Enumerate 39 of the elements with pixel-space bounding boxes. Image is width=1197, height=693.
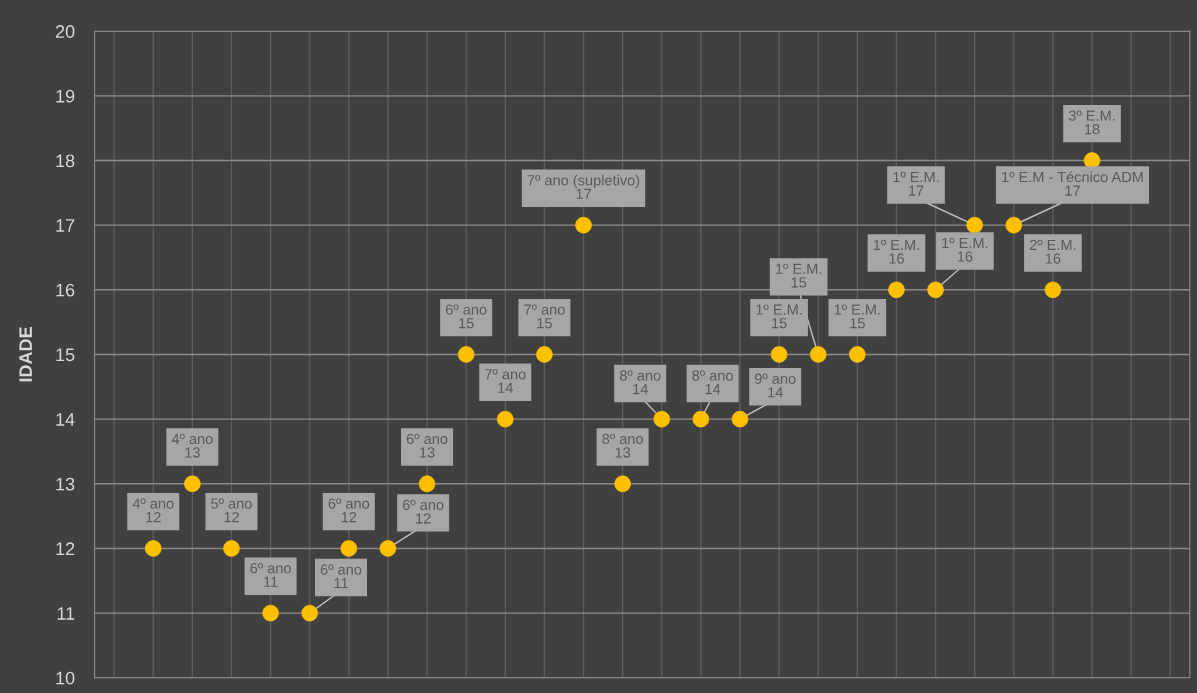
data-label: 1º E.M. 15	[834, 304, 880, 329]
data-label: 6º ano 13	[406, 433, 448, 458]
data-label: 1º E.M. 15	[756, 304, 802, 329]
data-label: 6º ano 12	[402, 499, 444, 524]
data-label: 9º ano 14	[754, 373, 796, 398]
data-label: 7º ano 14	[485, 369, 526, 393]
y-tick-label: 17	[56, 219, 75, 232]
data-label: 5º ano 12	[211, 498, 252, 523]
y-tick-label: 12	[56, 542, 75, 555]
data-label: 1º E.M. 17	[893, 171, 939, 196]
point	[379, 540, 397, 557]
data-label: 1º E.M - Técnico ADM 17	[1002, 171, 1143, 196]
data-label: 2º E.M. 16	[1029, 239, 1076, 264]
data-label: 8º ano 14	[692, 370, 733, 395]
data-label: 1º E.M. 16	[873, 239, 919, 264]
data-label: 8º ano 14	[619, 370, 661, 395]
data-label: 6º ano 11	[320, 564, 362, 589]
data-label: 6º ano 12	[328, 498, 370, 523]
data-label: 7º ano (supletivo) 17	[527, 174, 640, 199]
y-tick-label: 18	[56, 154, 75, 168]
y-tick-label: 10	[56, 671, 75, 685]
data-label: 8º ano 13	[602, 433, 643, 458]
data-label: 6º ano 15	[446, 304, 487, 329]
y-tick-label: 20	[55, 25, 75, 38]
y-tick-label: 16	[56, 283, 75, 297]
y-tick-label: 19	[56, 89, 75, 103]
y-tick-label: 11	[57, 607, 75, 620]
point	[418, 475, 436, 493]
data-label: 1º E.M. 16	[942, 237, 988, 262]
data-label: 3º E.M. 18	[1068, 110, 1115, 135]
y-axis-title: IDADE	[19, 327, 32, 382]
data-label: 6º ano 11	[250, 563, 291, 587]
data-label: 1º E.M. 15	[776, 263, 822, 288]
y-tick-label: 14	[56, 413, 75, 426]
data-label: 7º ano 15	[524, 304, 565, 329]
y-tick-label: 13	[56, 477, 75, 491]
data-label: 4º ano 13	[171, 433, 213, 458]
data-label: 4º ano 12	[132, 498, 174, 523]
y-tick-label: 15	[56, 348, 75, 362]
